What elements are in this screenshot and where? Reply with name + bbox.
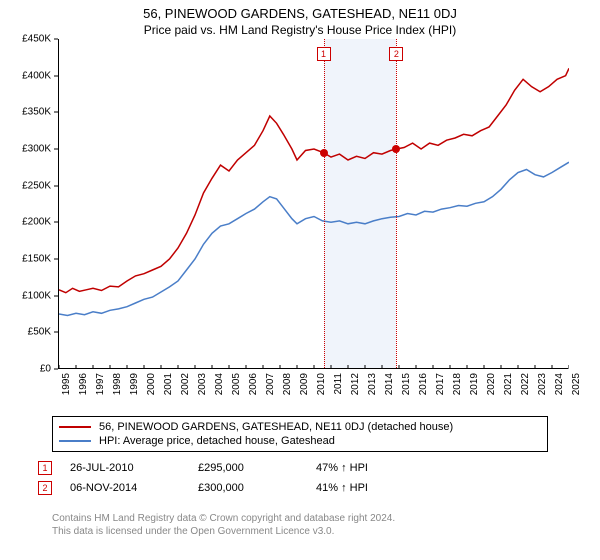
x-tick-label: 1996	[78, 373, 89, 395]
x-tick-label: 2022	[520, 373, 531, 395]
x-tick-label: 1997	[95, 373, 106, 395]
legend-item-property: 56, PINEWOOD GARDENS, GATESHEAD, NE11 0D…	[59, 420, 541, 434]
y-tick-label: £0	[40, 364, 51, 375]
title-line1: 56, PINEWOOD GARDENS, GATESHEAD, NE11 0D…	[0, 6, 600, 21]
legend-swatch-property	[59, 426, 91, 428]
plot-area: 12	[58, 39, 568, 369]
footer-line1: Contains HM Land Registry data © Crown c…	[52, 512, 562, 525]
y-tick-label: £100K	[22, 290, 51, 301]
legend-label-hpi: HPI: Average price, detached house, Gate…	[99, 435, 335, 447]
x-tick-label: 2004	[214, 373, 225, 395]
x-tick-label: 2012	[350, 373, 361, 395]
transaction-marker-2: 2	[389, 47, 403, 61]
series-property	[59, 68, 569, 292]
footer-line2: This data is licensed under the Open Gov…	[52, 525, 562, 538]
x-tick-label: 2002	[180, 373, 191, 395]
y-tick-label: £400K	[22, 70, 51, 81]
x-tick-label: 2009	[299, 373, 310, 395]
transaction-vline	[396, 39, 397, 368]
x-tick-label: 1998	[112, 373, 123, 395]
transaction-date: 06-NOV-2014	[70, 482, 180, 494]
attribution-footer: Contains HM Land Registry data © Crown c…	[52, 512, 562, 538]
x-tick-label: 2014	[384, 373, 395, 395]
y-tick-label: £150K	[22, 254, 51, 265]
x-tick-label: 2007	[265, 373, 276, 395]
x-tick-label: 2020	[486, 373, 497, 395]
x-tick-label: 2005	[231, 373, 242, 395]
x-tick-label: 2023	[537, 373, 548, 395]
transaction-pct: 41% ↑ HPI	[316, 482, 436, 494]
transaction-dot-2	[392, 145, 400, 153]
x-tick-label: 2021	[503, 373, 514, 395]
legend-swatch-hpi	[59, 440, 91, 442]
y-tick-label: £450K	[22, 34, 51, 45]
chart-lines	[59, 39, 569, 369]
x-tick-label: 2003	[197, 373, 208, 395]
x-axis-labels: 1995 1996 1997 1998 1999 2000 2001 2002 2003 2004…	[58, 371, 568, 411]
x-tick-label: 2024	[554, 373, 565, 395]
x-tick-label: 2018	[452, 373, 463, 395]
x-tick-label: 2019	[469, 373, 480, 395]
transaction-price: £295,000	[198, 462, 298, 474]
transaction-price: £300,000	[198, 482, 298, 494]
x-tick-label: 2006	[248, 373, 259, 395]
x-tick-label: 2017	[435, 373, 446, 395]
transaction-pct: 47% ↑ HPI	[316, 462, 436, 474]
transaction-date: 26-JUL-2010	[70, 462, 180, 474]
x-tick-label: 2016	[418, 373, 429, 395]
series-hpi	[59, 162, 569, 315]
x-tick-label: 2025	[571, 373, 582, 395]
transaction-marker-1: 1	[317, 47, 331, 61]
legend-item-hpi: HPI: Average price, detached house, Gate…	[59, 434, 541, 448]
x-tick-label: 1995	[61, 373, 72, 395]
y-tick-label: £200K	[22, 217, 51, 228]
legend: 56, PINEWOOD GARDENS, GATESHEAD, NE11 0D…	[52, 416, 548, 452]
chart: £0 £50K £100K £150K £200K £250K £300K £350K £400…	[10, 39, 570, 409]
x-tick-label: 2015	[401, 373, 412, 395]
transaction-list: 1 26-JUL-2010 £295,000 47% ↑ HPI 2 06-NO…	[38, 458, 558, 498]
transaction-vline	[324, 39, 325, 368]
x-tick-label: 2010	[316, 373, 327, 395]
y-axis-labels: £0£50K£100K£150K£200K£250K£300K£350K£400…	[10, 39, 55, 369]
transaction-marker-2: 2	[38, 481, 52, 495]
y-tick-label: £350K	[22, 107, 51, 118]
x-tick-label: 2011	[333, 373, 344, 395]
transaction-dot-1	[320, 149, 328, 157]
chart-title: 56, PINEWOOD GARDENS, GATESHEAD, NE11 0D…	[0, 0, 600, 39]
y-tick-label: £50K	[28, 327, 51, 338]
y-tick-label: £300K	[22, 144, 51, 155]
transaction-marker-1: 1	[38, 461, 52, 475]
y-tick-label: £250K	[22, 180, 51, 191]
legend-label-property: 56, PINEWOOD GARDENS, GATESHEAD, NE11 0D…	[99, 421, 453, 433]
x-tick-label: 2008	[282, 373, 293, 395]
x-tick-label: 2000	[146, 373, 157, 395]
x-tick-label: 2001	[163, 373, 174, 395]
x-tick-label: 1999	[129, 373, 140, 395]
transaction-row: 1 26-JUL-2010 £295,000 47% ↑ HPI	[38, 458, 558, 478]
x-tick-label: 2013	[367, 373, 378, 395]
title-line2: Price paid vs. HM Land Registry's House …	[0, 23, 600, 37]
transaction-row: 2 06-NOV-2014 £300,000 41% ↑ HPI	[38, 478, 558, 498]
